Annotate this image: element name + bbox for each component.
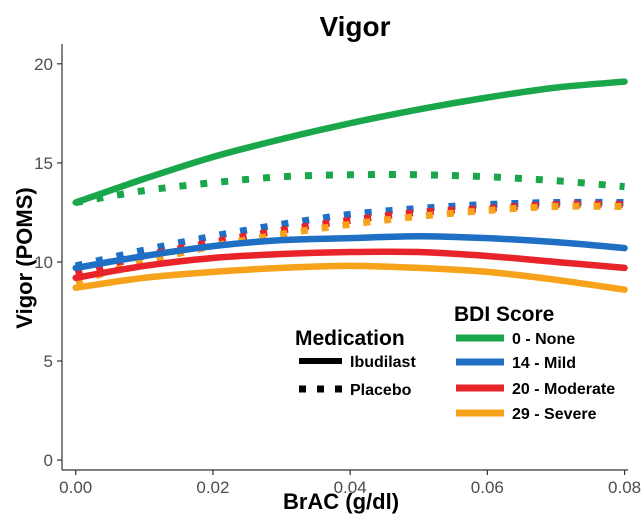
y-tick-label: 15	[34, 154, 53, 173]
legend-label-bdi-mild: 14 - Mild	[512, 355, 576, 372]
series-line-20-moderate-ibudilast	[72, 248, 628, 282]
x-tick-label: 0.04	[334, 478, 367, 497]
series-line-0-none-placebo	[75, 171, 625, 206]
bdi-legend: BDI Score 0 - None 14 - Mild 20 - Modera…	[454, 303, 615, 423]
x-tick-label: 0.08	[608, 478, 641, 497]
series-line-0-none-ibudilast	[72, 78, 628, 206]
legend-label-bdi-none: 0 - None	[512, 331, 575, 348]
y-tick-label: 20	[34, 55, 53, 74]
legend-label-ibudilast: Ibudilast	[350, 354, 416, 371]
legend-label-bdi-moderate: 20 - Moderate	[512, 381, 615, 398]
medication-legend: Medication Ibudilast Placebo	[295, 327, 416, 399]
y-tick-label: 5	[44, 352, 53, 371]
y-axis-title: Vigor (POMS)	[12, 187, 37, 328]
y-tick-label: 0	[44, 451, 53, 470]
series-line-29-severe-placebo	[74, 202, 625, 286]
plot-area: 0.00 0.02 0.04 0.06 0.08 0 5 10 15 20	[34, 44, 641, 497]
x-tick-label: 0.06	[471, 478, 504, 497]
legend: Medication Ibudilast Placebo BDI Score 0…	[295, 303, 615, 423]
x-axis-title: BrAC (g/dl)	[283, 489, 399, 514]
bdi-legend-title: BDI Score	[454, 303, 554, 326]
y-tick-label: 10	[34, 253, 53, 272]
legend-label-placebo: Placebo	[350, 382, 412, 399]
chart-title: Vigor	[319, 11, 390, 42]
legend-label-bdi-severe: 29 - Severe	[512, 406, 597, 423]
x-tick-label: 0.00	[59, 478, 92, 497]
series-layer	[72, 78, 628, 293]
tick-layer: 0.00 0.02 0.04 0.06 0.08 0 5 10 15 20	[34, 55, 641, 497]
medication-legend-title: Medication	[295, 327, 405, 350]
x-tick-label: 0.02	[196, 478, 229, 497]
series-line-14-mild-ibudilast	[72, 232, 628, 272]
series-line-29-severe-ibudilast	[72, 262, 628, 293]
